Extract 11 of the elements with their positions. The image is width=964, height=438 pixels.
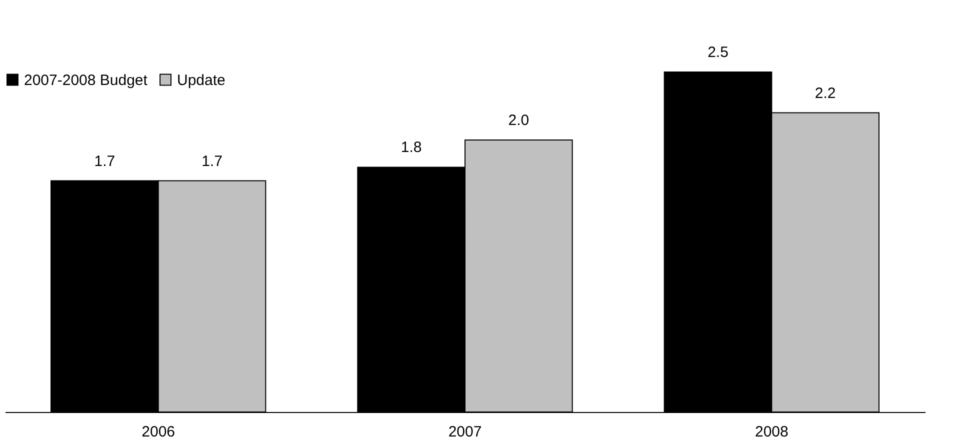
data-label: 2.5: [708, 44, 728, 61]
data-label: 2.2: [814, 84, 836, 102]
data-label: 1.8: [400, 139, 422, 156]
legend-label: Update: [177, 72, 226, 89]
data-label: 1.7: [202, 152, 222, 170]
x-tick-label: 2007: [448, 424, 482, 438]
data-label: 2.0: [508, 112, 530, 129]
x-tick-label: 2006: [142, 424, 176, 438]
data-label: 1.7: [94, 152, 116, 170]
legend-label: 2007-2008 Budget: [24, 72, 148, 89]
x-tick-label: 2008: [754, 424, 788, 438]
